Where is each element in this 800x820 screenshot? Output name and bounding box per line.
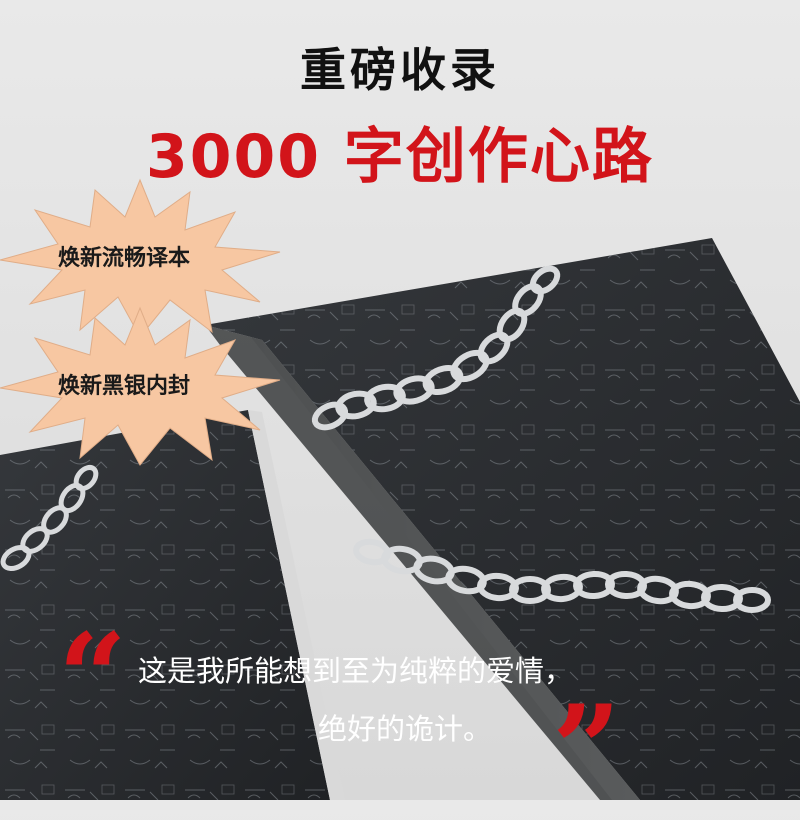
book-illustration [0,238,800,800]
quote-line-2: 绝好的诡计。 [318,712,493,746]
headline-subtitle: 3000 字创作心路 [146,122,654,192]
open-quote-mark: “ [58,607,128,748]
chain-lower [353,538,771,613]
starburst-badge-2 [0,306,281,466]
chain-upper [311,265,561,431]
badge-label-translation: 焕新流畅译本 [58,246,191,271]
headline-title: 重磅收录 [300,43,500,97]
badge-label-cover: 焕新黑银内封 [58,374,191,399]
close-quote-mark: ” [552,679,622,820]
chain-small-book [0,464,99,571]
quote-line-1: 这是我所能想到至为纯粹的爱情， [138,654,574,688]
